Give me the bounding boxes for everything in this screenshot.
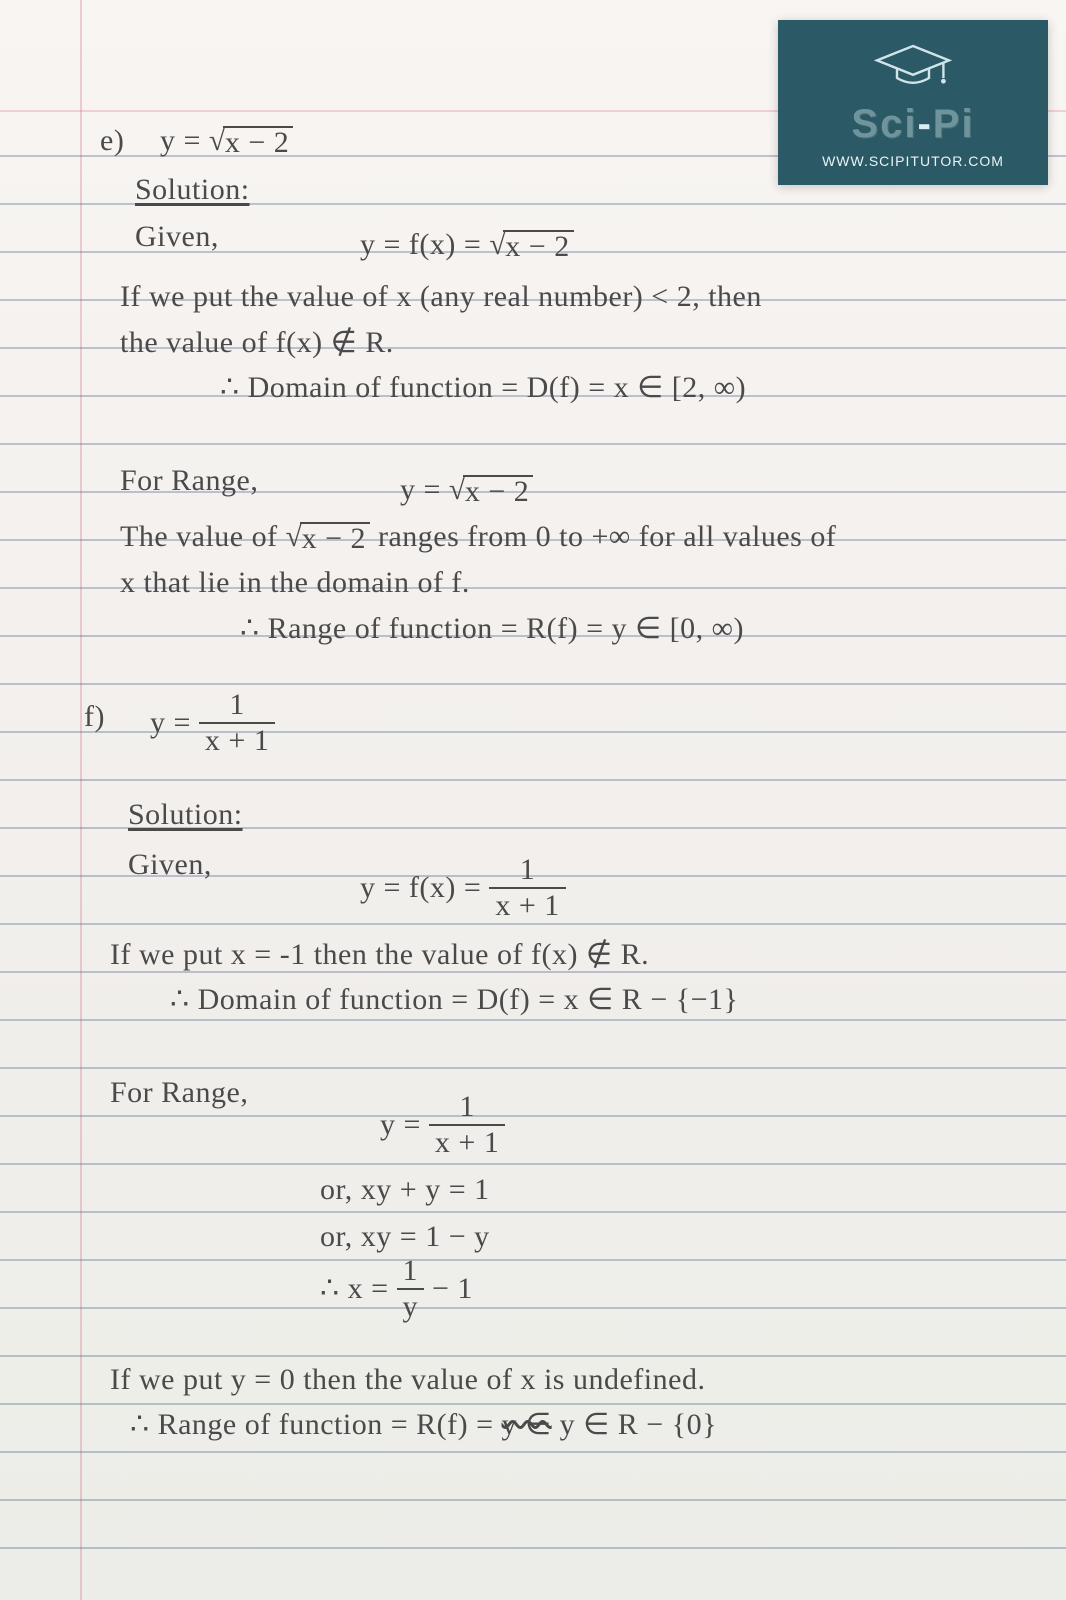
text-e-line1: If we put the value of x (any real numbe… — [120, 282, 762, 312]
text-e-line3: The value of √x − 2 ranges from 0 to +∞ … — [120, 522, 836, 554]
given-label-e: Given, — [135, 222, 219, 252]
range-eq-f: y = 1x + 1 — [380, 1092, 505, 1158]
step-f-3: ∴ x = 1y − 1 — [320, 1256, 473, 1322]
for-range-f: For Range, — [110, 1078, 248, 1108]
range-e: ∴ Range of function = R(f) = y ∈ [0, ∞) — [240, 614, 744, 644]
given-eq-f: y = f(x) = 1x + 1 — [360, 855, 566, 921]
problem-f-label: f) — [84, 702, 105, 732]
range-f: ∴ Range of function = R(f) = y ∈ y ∈ R −… — [130, 1410, 717, 1440]
given-label-f: Given, — [128, 850, 212, 880]
text-e-line4: x that lie in the domain of f. — [120, 568, 470, 598]
solution-heading-e: Solution: — [135, 175, 250, 205]
domain-f: ∴ Domain of function = D(f) = x ∈ R − {−… — [170, 985, 738, 1015]
problem-f-eq: y = 1x + 1 — [150, 690, 275, 756]
problem-e-label: e) — [100, 126, 124, 156]
text-f-line1: If we put x = -1 then the value of f(x) … — [110, 940, 649, 970]
handwriting-layer: e) y = √x − 2 Solution: Given, y = f(x) … — [0, 0, 1066, 1600]
range-eq-e: y = √x − 2 — [400, 475, 533, 507]
text-f-line2: If we put y = 0 then the value of x is u… — [110, 1365, 705, 1395]
step-f-1: or, xy + y = 1 — [320, 1175, 490, 1205]
for-range-e: For Range, — [120, 466, 258, 496]
given-eq-e: y = f(x) = √x − 2 — [360, 230, 574, 262]
step-f-2: or, xy = 1 − y — [320, 1222, 490, 1252]
text-e-line2: the value of f(x) ∉ R. — [120, 328, 394, 358]
domain-e: ∴ Domain of function = D(f) = x ∈ [2, ∞) — [220, 373, 746, 403]
problem-e-eq: y = √x − 2 — [160, 126, 293, 158]
notebook-page: Sci-Pi WWW.SCIPITUTOR.COM e) y = √x − 2 … — [0, 0, 1066, 1600]
solution-heading-f: Solution: — [128, 800, 243, 830]
